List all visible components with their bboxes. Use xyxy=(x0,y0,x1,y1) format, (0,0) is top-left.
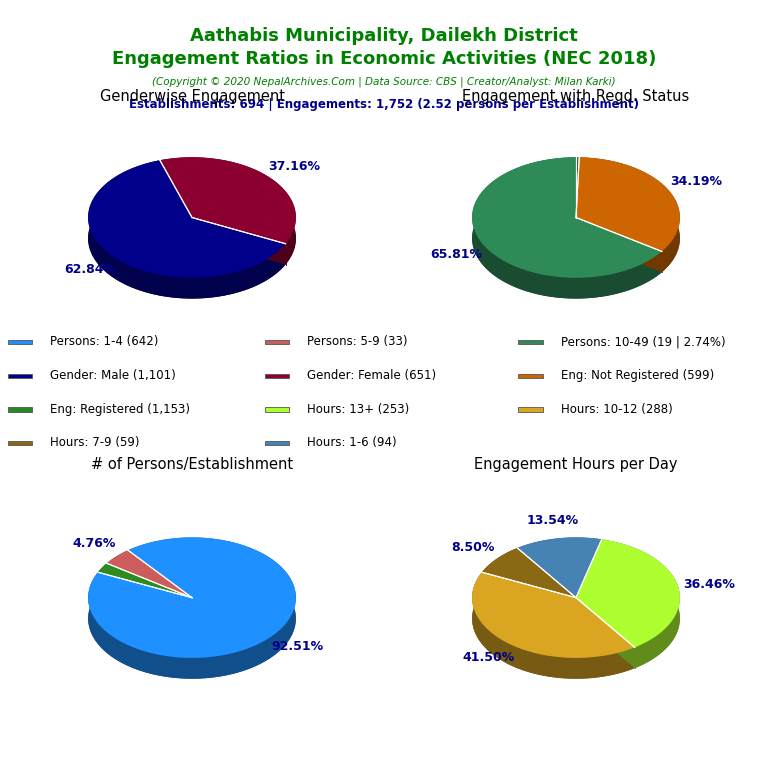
FancyBboxPatch shape xyxy=(518,340,542,345)
FancyBboxPatch shape xyxy=(265,441,289,445)
FancyBboxPatch shape xyxy=(8,374,32,378)
Text: Establishments: 694 | Engagements: 1,752 (2.52 persons per Establishment): Establishments: 694 | Engagements: 1,752… xyxy=(129,98,639,111)
Polygon shape xyxy=(472,593,634,679)
Polygon shape xyxy=(576,157,579,217)
Text: Hours: 10-12 (288): Hours: 10-12 (288) xyxy=(561,402,673,415)
Text: Eng: Not Registered (599): Eng: Not Registered (599) xyxy=(561,369,714,382)
Text: Engagement Hours per Day: Engagement Hours per Day xyxy=(475,457,677,472)
Text: Persons: 5-9 (33): Persons: 5-9 (33) xyxy=(307,336,408,349)
Text: 36.46%: 36.46% xyxy=(683,578,735,591)
FancyBboxPatch shape xyxy=(265,407,289,412)
Text: Persons: 1-4 (642): Persons: 1-4 (642) xyxy=(50,336,158,349)
Text: # of Persons/Establishment: # of Persons/Establishment xyxy=(91,457,293,472)
Polygon shape xyxy=(518,558,602,618)
Text: 4.76%: 4.76% xyxy=(72,538,115,551)
Polygon shape xyxy=(160,157,296,264)
Polygon shape xyxy=(88,181,286,299)
Polygon shape xyxy=(482,548,518,593)
Text: Hours: 7-9 (59): Hours: 7-9 (59) xyxy=(50,436,140,449)
Text: 37.16%: 37.16% xyxy=(268,160,319,173)
Polygon shape xyxy=(472,572,634,658)
FancyBboxPatch shape xyxy=(8,441,32,445)
FancyBboxPatch shape xyxy=(8,340,32,345)
Text: 13.54%: 13.54% xyxy=(526,514,578,527)
Text: Eng: Registered (1,153): Eng: Registered (1,153) xyxy=(50,402,190,415)
Polygon shape xyxy=(160,157,296,243)
Text: Engagement with Regd. Status: Engagement with Regd. Status xyxy=(462,88,690,104)
Polygon shape xyxy=(88,538,296,679)
Polygon shape xyxy=(88,558,296,679)
Text: 41.50%: 41.50% xyxy=(462,651,515,664)
Polygon shape xyxy=(107,550,192,598)
Text: Hours: 1-6 (94): Hours: 1-6 (94) xyxy=(307,436,397,449)
Polygon shape xyxy=(576,178,579,238)
Text: 92.51%: 92.51% xyxy=(272,640,324,653)
Text: Aathabis Municipality, Dailekh District: Aathabis Municipality, Dailekh District xyxy=(190,27,578,45)
Polygon shape xyxy=(482,548,576,598)
Text: Engagement Ratios in Economic Activities (NEC 2018): Engagement Ratios in Economic Activities… xyxy=(112,50,656,68)
Polygon shape xyxy=(88,538,296,658)
Polygon shape xyxy=(576,178,680,272)
Polygon shape xyxy=(107,571,192,618)
Text: 62.84%: 62.84% xyxy=(65,263,116,276)
Polygon shape xyxy=(579,157,680,272)
Polygon shape xyxy=(602,539,680,668)
FancyBboxPatch shape xyxy=(265,340,289,345)
Text: 8.50%: 8.50% xyxy=(452,541,495,554)
Polygon shape xyxy=(576,539,680,647)
Polygon shape xyxy=(472,572,634,679)
Polygon shape xyxy=(576,157,579,178)
Text: Hours: 13+ (253): Hours: 13+ (253) xyxy=(307,402,409,415)
Text: Gender: Female (651): Gender: Female (651) xyxy=(307,369,436,382)
Text: Persons: 10-49 (19 | 2.74%): Persons: 10-49 (19 | 2.74%) xyxy=(561,336,725,349)
Text: Gender: Male (1,101): Gender: Male (1,101) xyxy=(50,369,176,382)
FancyBboxPatch shape xyxy=(8,407,32,412)
Polygon shape xyxy=(518,538,602,569)
Text: 65.81%: 65.81% xyxy=(431,247,482,260)
Text: 34.19%: 34.19% xyxy=(670,176,723,188)
FancyBboxPatch shape xyxy=(518,407,542,412)
Polygon shape xyxy=(576,157,680,251)
FancyBboxPatch shape xyxy=(265,374,289,378)
FancyBboxPatch shape xyxy=(518,374,542,378)
Polygon shape xyxy=(160,178,296,264)
Polygon shape xyxy=(518,538,602,598)
Polygon shape xyxy=(98,563,107,593)
Polygon shape xyxy=(88,161,286,278)
Text: (Copyright © 2020 NepalArchives.Com | Data Source: CBS | Creator/Analyst: Milan : (Copyright © 2020 NepalArchives.Com | Da… xyxy=(152,77,616,88)
Polygon shape xyxy=(88,161,286,299)
Text: Genderwise Engagement: Genderwise Engagement xyxy=(100,88,284,104)
Polygon shape xyxy=(472,157,662,299)
Polygon shape xyxy=(576,560,680,668)
Polygon shape xyxy=(98,563,192,598)
Polygon shape xyxy=(472,178,662,299)
Polygon shape xyxy=(472,157,662,278)
Polygon shape xyxy=(98,584,192,618)
Polygon shape xyxy=(107,550,128,584)
Polygon shape xyxy=(482,569,576,618)
